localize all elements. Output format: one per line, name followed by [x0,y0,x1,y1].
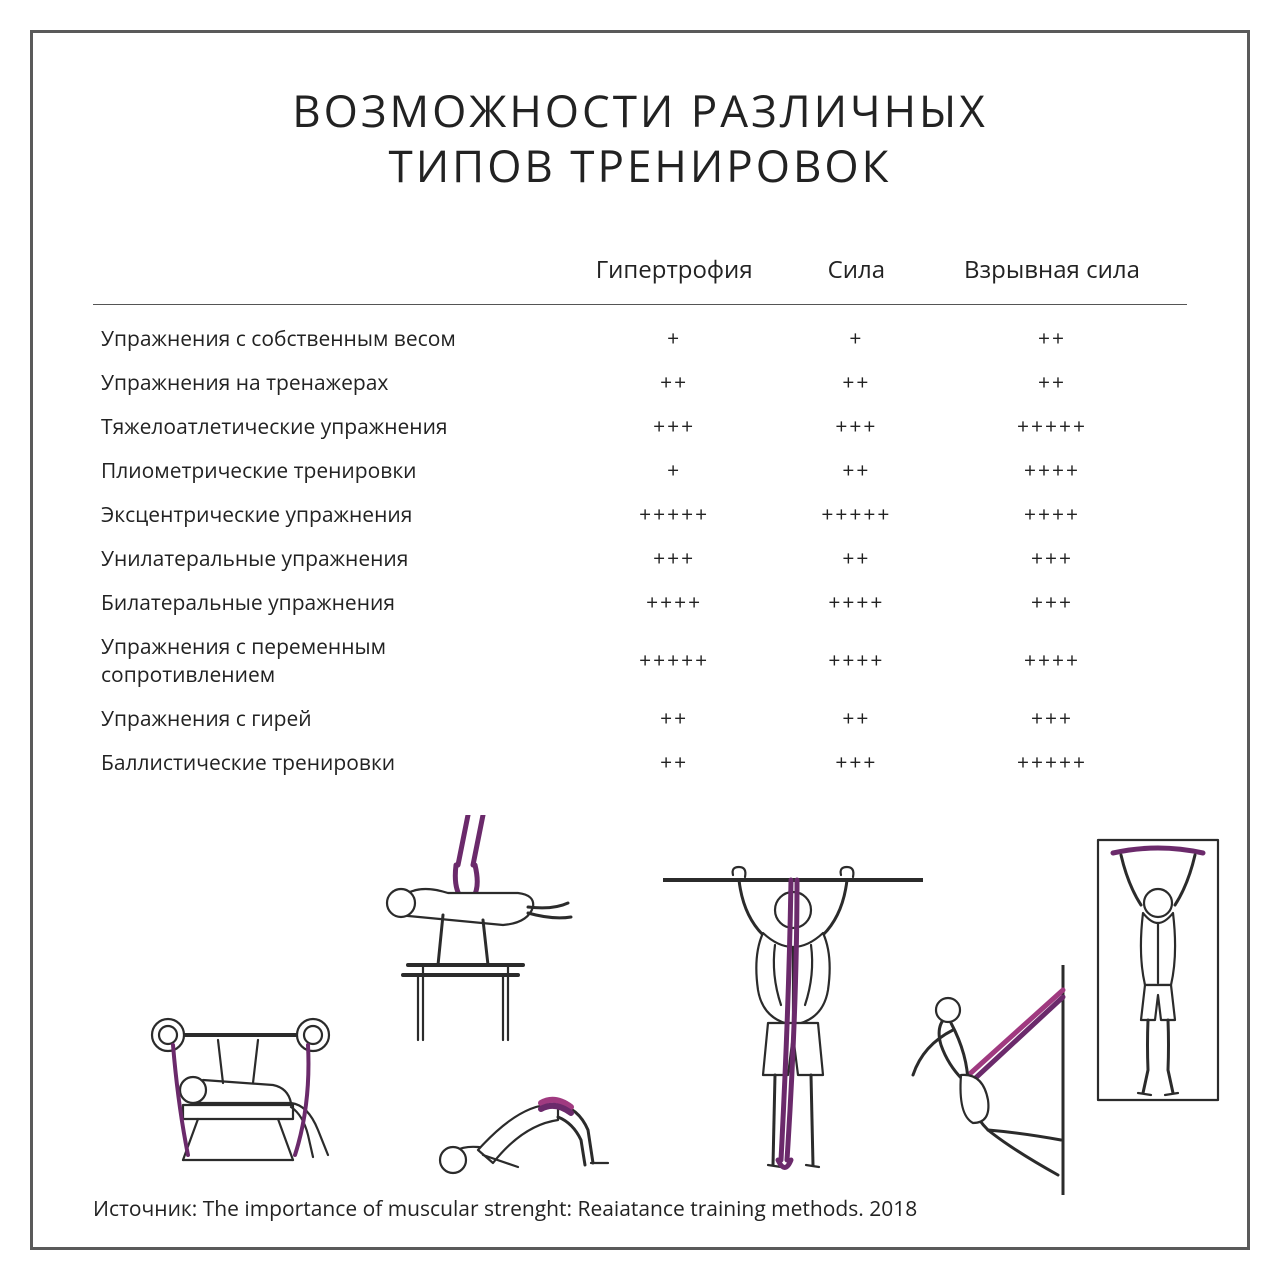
row-value: +++++ [917,741,1187,785]
row-value: ++++ [917,493,1187,537]
row-label: Унилатеральные упражнения [93,537,552,581]
row-value: +++ [917,537,1187,581]
title-line-2: ТИПОВ ТРЕНИРОВОК [389,135,892,195]
parallel-bars-figure [353,815,583,1045]
row-value: +++ [796,405,917,449]
row-value: +++++ [796,493,917,537]
table-row: Баллистические тренировки++++++++++ [93,741,1187,785]
source-citation: Источник: The importance of muscular str… [93,1195,917,1223]
wall-band-figure [1093,835,1223,1105]
row-value: ++ [552,697,795,741]
row-value: +++ [917,697,1187,741]
row-value: +++++ [552,625,795,697]
row-label: Тяжелоатлетические упражнения [93,405,552,449]
row-value: +++++ [917,405,1187,449]
table-row: Эксцентрические упражнения++++++++++++++ [93,493,1187,537]
outer-frame: ВОЗМОЖНОСТИ РАЗЛИЧНЫХ ТИПОВ ТРЕНИРОВОК Г… [0,0,1280,1280]
pole-stretch-figure [893,965,1103,1195]
header-col-1: Сила [796,253,917,305]
header-col-2: Взрывная сила [917,253,1187,305]
row-label: Плиометрические тренировки [93,449,552,493]
row-label: Упражнения с гирей [93,697,552,741]
row-value: ++ [796,449,917,493]
header-empty [93,253,552,305]
header-col-0: Гипертрофия [552,253,795,305]
bench-press-figure [123,985,373,1165]
table-row: Билатеральные упражнения+++++++++++ [93,581,1187,625]
row-value: ++ [917,361,1187,405]
row-value: ++ [796,361,917,405]
table-header-row: Гипертрофия Сила Взрывная сила [93,253,1187,305]
row-value: ++ [796,697,917,741]
row-value: + [552,305,795,362]
table-row: Упражнения с собственным весом++++ [93,305,1187,362]
training-table-element: Гипертрофия Сила Взрывная сила Упражнени… [93,253,1187,785]
table-row: Упражнения на тренажерах++++++ [93,361,1187,405]
table-row: Упражнения с переменным сопротивлением++… [93,625,1187,697]
row-value: ++++ [552,581,795,625]
table-body: Упражнения с собственным весом++++Упражн… [93,305,1187,786]
row-value: ++ [796,537,917,581]
pullup-figure [663,825,923,1185]
row-label: Эксцентрические упражнения [93,493,552,537]
table-row: Унилатеральные упражнения++++++++ [93,537,1187,581]
row-value: ++++ [796,581,917,625]
hip-bridge-figure [423,1045,653,1185]
row-label: Упражнения с переменным сопротивлением [93,625,552,697]
row-value: ++ [552,361,795,405]
exercise-illustrations [93,815,1187,1195]
row-label: Баллистические тренировки [93,741,552,785]
row-label: Билатеральные упражнения [93,581,552,625]
row-value: + [796,305,917,362]
training-table: Гипертрофия Сила Взрывная сила Упражнени… [93,253,1187,785]
inner-frame: ВОЗМОЖНОСТИ РАЗЛИЧНЫХ ТИПОВ ТРЕНИРОВОК Г… [30,30,1250,1250]
row-value: +++++ [552,493,795,537]
table-row: Плиометрические тренировки+++++++ [93,449,1187,493]
row-value: +++ [796,741,917,785]
title-line-1: ВОЗМОЖНОСТИ РАЗЛИЧНЫХ [292,80,988,140]
row-value: ++ [552,741,795,785]
row-value: +++ [552,537,795,581]
row-value: +++ [552,405,795,449]
table-row: Упражнения с гирей+++++++ [93,697,1187,741]
row-value: ++ [917,305,1187,362]
row-value: + [552,449,795,493]
page-title: ВОЗМОЖНОСТИ РАЗЛИЧНЫХ ТИПОВ ТРЕНИРОВОК [93,83,1187,193]
row-label: Упражнения на тренажерах [93,361,552,405]
row-value: ++++ [917,449,1187,493]
row-value: +++ [917,581,1187,625]
row-value: ++++ [796,625,917,697]
row-value: ++++ [917,625,1187,697]
table-row: Тяжелоатлетические упражнения+++++++++++ [93,405,1187,449]
row-label: Упражнения с собственным весом [93,305,552,362]
